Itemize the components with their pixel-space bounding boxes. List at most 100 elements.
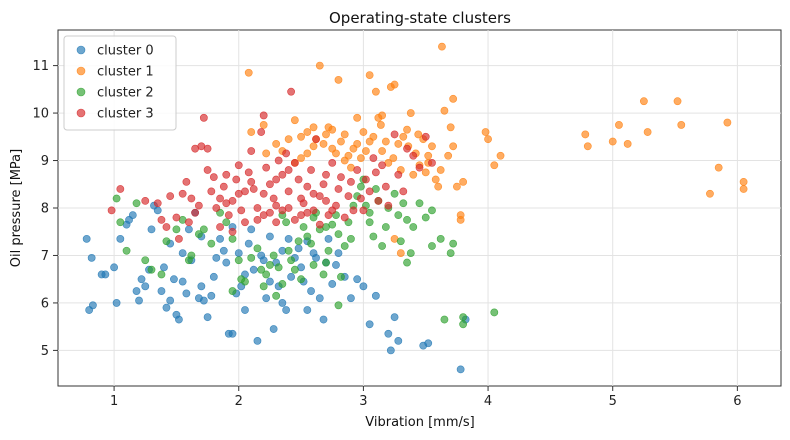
data-point — [403, 215, 411, 224]
data-point — [428, 242, 436, 250]
data-point — [191, 208, 200, 217]
data-point — [287, 87, 296, 96]
data-point — [384, 329, 393, 338]
grid-lines — [58, 30, 781, 386]
data-point — [266, 180, 274, 189]
data-point — [449, 94, 458, 103]
data-point — [381, 137, 390, 146]
series-3 — [107, 87, 436, 243]
data-point — [490, 161, 499, 170]
data-point — [309, 142, 318, 151]
data-point — [132, 287, 141, 295]
data-point — [232, 175, 241, 184]
data-point — [259, 111, 268, 120]
data-point — [282, 306, 291, 314]
data-point — [128, 211, 137, 220]
data-point — [153, 199, 162, 208]
data-point — [347, 294, 355, 303]
data-point — [324, 246, 333, 255]
data-point — [247, 147, 256, 155]
data-point — [365, 187, 374, 196]
data-point — [723, 118, 732, 127]
x-tick-label: 2 — [235, 394, 243, 409]
data-point — [459, 320, 468, 329]
data-point — [284, 246, 293, 255]
data-point — [403, 125, 411, 134]
data-point — [357, 182, 365, 191]
data-point — [262, 163, 271, 172]
data-point — [107, 206, 116, 215]
data-point — [269, 251, 278, 260]
data-point — [294, 244, 303, 253]
data-point — [290, 116, 299, 125]
data-point — [340, 213, 349, 222]
data-point — [257, 265, 266, 274]
data-point — [357, 154, 365, 163]
data-point — [581, 130, 590, 139]
legend: cluster 0 cluster 1 cluster 2 cluster 3 — [63, 35, 177, 131]
data-point — [328, 280, 337, 288]
data-point — [428, 142, 436, 151]
data-point — [247, 128, 256, 136]
data-point — [384, 201, 393, 210]
data-point — [182, 177, 191, 186]
data-point — [178, 277, 187, 286]
data-point — [303, 128, 312, 136]
data-point — [328, 206, 337, 215]
data-point — [334, 249, 343, 257]
y-tick-label: 10 — [32, 107, 49, 122]
data-point — [272, 291, 281, 300]
data-point — [253, 215, 262, 224]
data-point — [324, 234, 333, 243]
data-point — [253, 337, 262, 345]
data-point — [344, 151, 353, 160]
data-point — [415, 163, 424, 172]
data-point — [241, 277, 249, 286]
data-point — [272, 140, 281, 148]
y-tick-label: 7 — [41, 249, 49, 264]
y-axis-ticks: 5 6 7 8 9 10 11 — [32, 59, 58, 359]
data-point — [349, 206, 358, 215]
data-point — [212, 204, 221, 212]
data-point — [403, 258, 411, 267]
data-point — [390, 189, 399, 198]
data-point — [303, 182, 312, 191]
data-point — [396, 249, 405, 257]
data-point — [396, 237, 405, 246]
data-point — [162, 223, 171, 231]
data-point — [162, 303, 171, 312]
data-point — [247, 177, 256, 186]
data-point — [322, 196, 330, 205]
data-point — [203, 313, 212, 322]
data-point — [194, 230, 203, 239]
data-point — [199, 113, 208, 122]
data-point — [203, 166, 212, 174]
data-point — [141, 196, 150, 205]
data-point — [147, 265, 156, 274]
data-point — [381, 182, 390, 191]
data-point — [365, 320, 374, 329]
data-point — [337, 173, 345, 182]
data-point — [172, 225, 181, 234]
data-point — [623, 140, 632, 148]
data-point — [182, 289, 191, 298]
y-tick-label: 11 — [32, 59, 49, 74]
data-point — [249, 265, 258, 274]
data-point — [357, 194, 365, 203]
data-point — [424, 339, 433, 348]
data-point — [87, 253, 96, 262]
data-point — [394, 140, 403, 148]
legend-box — [63, 35, 177, 131]
data-point — [284, 204, 293, 212]
data-point — [406, 109, 415, 117]
data-point — [262, 149, 271, 158]
x-tick-label: 1 — [110, 394, 118, 409]
data-point — [315, 220, 324, 229]
data-point — [444, 151, 453, 160]
data-point — [228, 227, 237, 236]
data-point — [414, 130, 423, 139]
data-point — [361, 175, 370, 184]
data-point — [390, 130, 399, 139]
data-point — [309, 189, 318, 198]
